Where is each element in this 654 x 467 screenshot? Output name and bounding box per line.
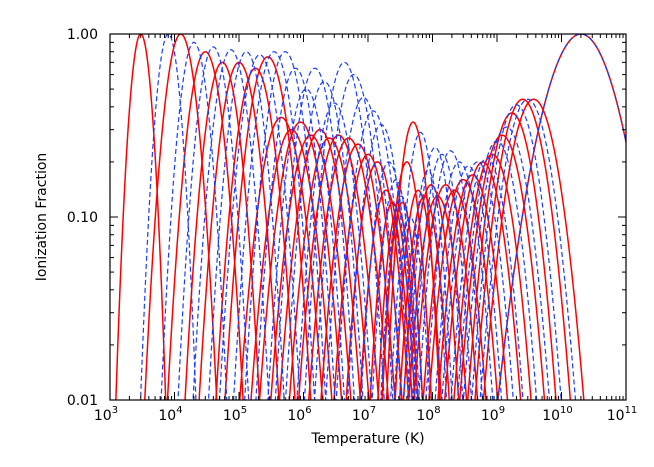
x-tick-label: 1010	[542, 405, 573, 424]
solid-ion-curve-14	[308, 137, 390, 400]
curves-layer	[115, 34, 626, 400]
solid-ion-curve-31	[437, 174, 509, 400]
solid-ion-curve-13	[297, 134, 380, 400]
dashed-ion-curve-26	[417, 150, 484, 400]
x-tick-label: 105	[223, 405, 247, 424]
solid-ion-curve-9	[258, 121, 343, 400]
dashed-ion-curve-25	[411, 153, 473, 400]
solid-ion-curve-24	[394, 189, 442, 400]
dashed-ion-curve-3	[192, 49, 270, 400]
solid-ion-curve-21	[381, 201, 424, 400]
solid-ion-curve-18	[359, 189, 413, 400]
dashed-ion-curve-6	[232, 51, 316, 400]
dashed-ion-curve-34	[479, 98, 577, 400]
dashed-ion-curve-27	[425, 161, 494, 400]
x-tick-label: 106	[287, 405, 311, 424]
dashed-ion-curve-16	[335, 110, 411, 400]
dashed-ion-curve-7	[244, 51, 327, 400]
dashed-ion-curve-17	[346, 123, 416, 400]
solid-ion-curve-16	[333, 153, 403, 400]
x-tick-label: 104	[158, 405, 182, 424]
solid-ion-curve-15	[320, 143, 396, 400]
x-tick-label: 107	[352, 405, 376, 424]
solid-ion-curve-30	[428, 178, 499, 400]
x-tick-label: 1011	[607, 405, 638, 424]
y-tick-label: 0.10	[67, 210, 98, 226]
dashed-ion-curve-1	[160, 41, 228, 400]
x-tick-label: 109	[481, 405, 505, 424]
dashed-ion-curve-18	[360, 161, 418, 400]
solid-ion-curve-6	[224, 56, 312, 400]
solid-ion-curve-19	[369, 201, 416, 400]
solid-ion-curve-17	[345, 161, 410, 400]
solid-ion-curve-11	[278, 128, 362, 400]
dashed-ion-curve-8	[255, 67, 336, 400]
solid-ion-curve-23	[385, 121, 441, 400]
y-tick-label: 0.01	[67, 393, 98, 409]
dashed-ion-curve-20	[380, 195, 423, 400]
dashed-ion-curve-30	[450, 157, 524, 400]
x-tick-label: 108	[416, 405, 440, 424]
solid-ion-curve-22	[381, 161, 433, 400]
solid-ion-curve-4	[198, 61, 280, 400]
dashed-ion-curve-32	[462, 126, 551, 400]
solid-ion-curve-5	[215, 67, 296, 400]
dashed-ion-curve-22	[393, 131, 448, 400]
solid-ion-curve-34	[458, 134, 546, 400]
dashed-ion-curve-2	[177, 46, 250, 400]
solid-ion-curve-7	[239, 116, 324, 400]
solid-ion-curve-10	[270, 134, 352, 400]
dashed-ion-curve-14	[313, 73, 394, 400]
solid-ion-curve-3	[184, 61, 261, 400]
solid-ion-curve-37	[482, 98, 585, 400]
dashed-ion-curve-33	[471, 104, 562, 400]
dashed-ion-curve-19	[371, 179, 421, 400]
solid-ion-curve-8	[250, 128, 333, 400]
solid-ion-curve-36	[474, 98, 572, 400]
dashed-ion-curve-12	[296, 102, 373, 400]
solid-ion-curve-2	[166, 50, 244, 400]
solid-ion-curve-29	[422, 189, 487, 400]
y-tick-label: 1.00	[67, 27, 98, 43]
solid-ion-curve-28	[413, 184, 479, 400]
y-axis-label: Ionization Fraction	[34, 153, 50, 282]
dashed-ion-curve-10	[274, 67, 355, 400]
solid-ion-curve-12	[288, 137, 370, 400]
ticks-layer	[109, 33, 627, 401]
x-axis-label: Temperature (K)	[310, 431, 424, 447]
